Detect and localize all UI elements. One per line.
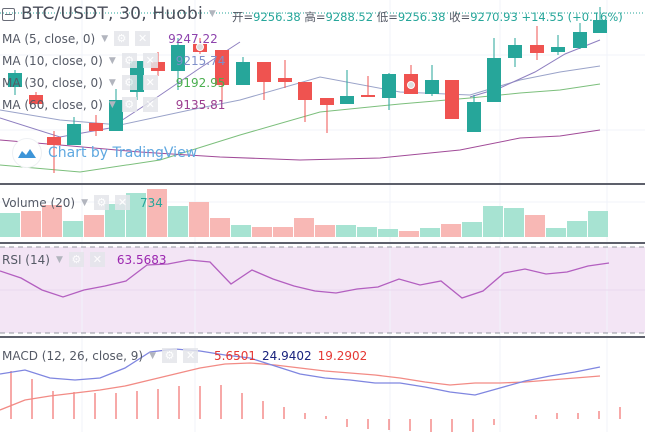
volume-value: 734 [140, 195, 163, 210]
rsi-legend[interactable]: RSI (14) ▼ ⚙ ✕ 63.5683 [2, 252, 167, 267]
close-icon[interactable]: ✕ [89, 252, 105, 267]
tradingview-watermark[interactable]: Chart by TradingView [12, 138, 197, 168]
chevron-down-icon[interactable]: ▼ [108, 99, 116, 110]
volume-chart [0, 185, 645, 242]
chevron-down-icon[interactable]: ▼ [149, 350, 157, 361]
gear-icon[interactable]: ⚙ [121, 53, 137, 68]
ma10-label: MA (10, close, 0) [2, 53, 103, 68]
macd-legend[interactable]: MACD (12, 26, close, 9) ▼ ⚙ ✕ 5.6501 24.… [2, 348, 367, 363]
ma10-value: 9215.74 [175, 53, 226, 68]
ma5-value: 9247.22 [168, 31, 218, 46]
macd-label: MACD (12, 26, close, 9) [2, 348, 144, 363]
symbol-header: BTC/USDT, 30, Huobi ▼ [2, 4, 216, 24]
watermark-text: Chart by TradingView [48, 145, 198, 161]
chevron-down-icon[interactable]: ▼ [108, 55, 116, 66]
close-icon[interactable]: ✕ [115, 195, 130, 210]
ma5-legend[interactable]: MA (5, close, 0) ▼ ⚙ ✕ 9247.22 [2, 31, 218, 46]
open-label: 开= [232, 10, 254, 24]
macd-chart [0, 338, 621, 432]
ma60-label: MA (60, close, 0) [2, 97, 103, 112]
gear-icon[interactable]: ⚙ [162, 348, 178, 363]
macd-signal-value: 19.2902 [317, 348, 368, 363]
ma30-label: MA (30, close, 0) [2, 75, 103, 90]
rsi-pane[interactable]: RSI (14) ▼ ⚙ ✕ 63.5683 [0, 244, 645, 336]
ma60-legend[interactable]: MA (60, close, 0) ▼ ⚙ ✕ 9135.81 [2, 97, 225, 112]
tradingview-logo-icon [12, 138, 42, 168]
high-value: 9288.52 [325, 10, 374, 24]
close-icon[interactable]: ✕ [142, 53, 158, 68]
volume-legend[interactable]: Volume (20) ▼ ⚙ ✕ 734 [2, 195, 163, 210]
close-icon[interactable]: ✕ [142, 97, 158, 112]
macd-pane[interactable]: MACD (12, 26, close, 9) ▼ ⚙ ✕ 5.6501 24.… [0, 338, 645, 432]
close-icon[interactable]: ✕ [142, 75, 158, 90]
close-value: 9270.93 [470, 10, 518, 24]
collapse-icon[interactable] [2, 7, 15, 21]
rsi-label: RSI (14) [2, 252, 50, 267]
open-value: 9256.38 [253, 10, 301, 24]
macd-histogram-value: 5.6501 [214, 348, 257, 363]
close-icon[interactable]: ✕ [183, 348, 199, 363]
gear-icon[interactable]: ⚙ [121, 97, 137, 112]
candlestick-chart[interactable] [0, 0, 645, 183]
volume-label: Volume (20) [2, 195, 76, 210]
pane-divider[interactable] [0, 336, 645, 338]
gear-icon[interactable]: ⚙ [114, 31, 130, 46]
ma10-legend[interactable]: MA (10, close, 0) ▼ ⚙ ✕ 9215.74 [2, 53, 225, 68]
chevron-down-icon[interactable]: ▼ [81, 197, 88, 208]
chevron-down-icon[interactable]: ▼ [55, 254, 63, 265]
close-icon[interactable]: ✕ [135, 31, 151, 46]
rsi-chart [0, 244, 645, 336]
rsi-value: 63.5683 [116, 252, 167, 267]
pane-divider[interactable] [0, 242, 645, 244]
chevron-down-icon[interactable]: ▼ [108, 77, 116, 88]
ma5-label: MA (5, close, 0) [2, 31, 96, 46]
price-pane[interactable]: BTC/USDT, 30, Huobi ▼ 开=9256.38 高=9288.5… [0, 0, 645, 183]
gear-icon[interactable]: ⚙ [68, 252, 84, 267]
symbol-title[interactable]: BTC/USDT, 30, Huobi [21, 4, 203, 24]
close-label: 收= [449, 10, 471, 24]
high-label: 高= [304, 10, 326, 24]
ma30-legend[interactable]: MA (30, close, 0) ▼ ⚙ ✕ 9192.95 [2, 75, 225, 90]
pane-divider[interactable] [0, 183, 645, 185]
gear-icon[interactable]: ⚙ [121, 75, 137, 90]
ma60-value: 9135.81 [175, 97, 226, 112]
chevron-down-icon[interactable]: ▼ [101, 33, 109, 44]
change-value: +14.55 (+0.16%) [521, 10, 623, 24]
ohlc-values: 开=9256.38 高=9288.52 低=9256.38 收=9270.93 … [232, 9, 623, 25]
volume-pane[interactable]: Volume (20) ▼ ⚙ ✕ 734 [0, 185, 645, 242]
ma30-value: 9192.95 [175, 75, 226, 90]
macd-line-value: 24.9402 [262, 348, 312, 363]
gear-icon[interactable]: ⚙ [94, 195, 109, 210]
chevron-down-icon[interactable]: ▼ [208, 9, 216, 19]
low-value: 9256.38 [397, 10, 446, 24]
low-label: 低= [376, 10, 398, 24]
